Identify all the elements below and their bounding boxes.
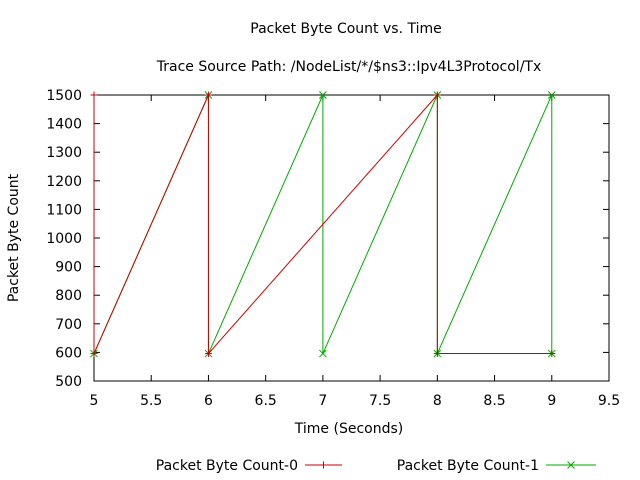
legend-marker-0	[320, 461, 327, 469]
y-tick-label: 1300	[46, 145, 82, 161]
data-point-0	[548, 350, 556, 358]
y-tick-label: 1400	[46, 117, 82, 133]
axis-ticks: 5 5.5 6 6.5 7 7.5 8 8.5 9 9.5 500 600 700 800 900 1000 1…	[46, 88, 620, 409]
data-point-1	[319, 91, 327, 99]
data-point-0	[433, 350, 441, 358]
y-tick-label: 600	[55, 345, 82, 361]
y-axis-label: Packet Byte Count	[6, 173, 22, 302]
x-tick-label: 7.5	[369, 393, 391, 409]
x-axis-label: Time (Seconds)	[294, 421, 403, 437]
chart-subtitle: Trace Source Path: /NodeList/*/$ns3::Ipv…	[156, 59, 542, 75]
plot-area: 5 5.5 6 6.5 7 7.5 8 8.5 9 9.5 500 600 700 800 900 1000 1…	[46, 88, 620, 409]
series-layer	[90, 91, 556, 358]
x-tick-label: 5.5	[140, 393, 162, 409]
data-point-1	[547, 91, 556, 99]
legend: Packet Byte Count-0 Packet Byte Count-1	[156, 458, 596, 474]
x-tick-label: 7	[318, 393, 327, 409]
x-tick-label: 6.5	[255, 393, 277, 409]
y-tick-label: 700	[55, 317, 82, 333]
data-point-0	[90, 350, 98, 358]
x-tick-label: 9.5	[598, 393, 620, 409]
x-tick-label: 6	[204, 393, 213, 409]
x-tick-label: 8	[433, 393, 442, 409]
y-tick-label: 1100	[46, 202, 82, 218]
chart-title: Packet Byte Count vs. Time	[250, 21, 441, 37]
legend-label-1: Packet Byte Count-1	[397, 458, 539, 474]
data-point-0	[90, 91, 98, 99]
y-tick-label: 1500	[46, 88, 82, 104]
y-tick-label: 800	[55, 288, 82, 304]
y-tick-label: 900	[55, 260, 82, 276]
x-tick-label: 8.5	[483, 393, 505, 409]
plot-frame	[93, 94, 610, 382]
data-point-0	[433, 91, 441, 99]
x-tick-label: 9	[547, 393, 556, 409]
y-tick-label: 500	[55, 374, 82, 390]
x-tick-label: 5	[90, 393, 99, 409]
legend-marker-1	[567, 461, 575, 469]
data-point-0	[204, 350, 212, 358]
data-point-0	[204, 91, 212, 99]
y-tick-label: 1200	[46, 174, 82, 190]
legend-label-0: Packet Byte Count-0	[156, 458, 298, 474]
data-point-1	[319, 349, 327, 358]
y-tick-label: 1000	[46, 231, 82, 247]
